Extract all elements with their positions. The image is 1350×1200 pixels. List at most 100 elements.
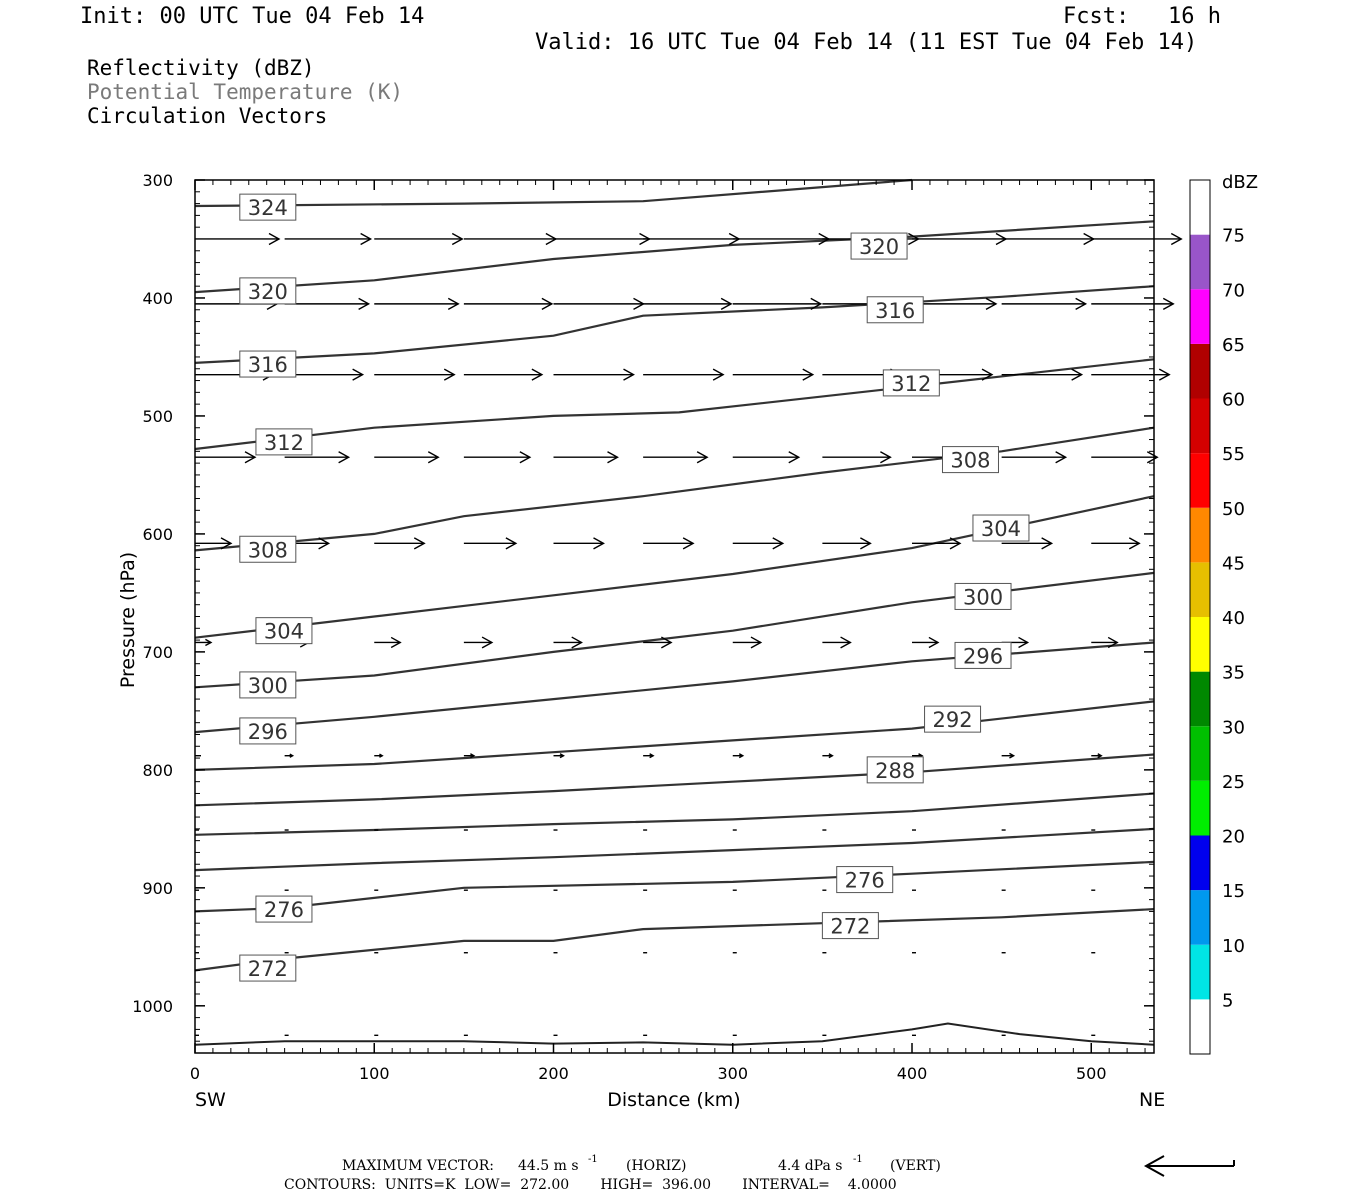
circulation-vector <box>822 451 892 464</box>
circulation-vector <box>912 537 962 550</box>
circulation-vector <box>553 232 651 246</box>
theta-contour-296 <box>194 641 1155 734</box>
vertical-tag: (VERT) <box>890 1158 941 1174</box>
circulation-vector <box>1091 537 1141 550</box>
x-tick-label: 100 <box>359 1064 390 1083</box>
circulation-vector <box>732 451 801 464</box>
theta-contour-320 <box>194 220 1155 294</box>
colorbar-tick-label: 60 <box>1222 390 1245 411</box>
colorbar-tick-label: 35 <box>1222 663 1245 684</box>
x-tick-label: 400 <box>897 1064 928 1083</box>
contour-label-box <box>255 617 313 645</box>
x-tick-label: 500 <box>1076 1064 1107 1083</box>
contour-label: 316 <box>875 299 915 323</box>
colorbar-tick-label: 65 <box>1222 335 1245 356</box>
contour-label-box <box>239 535 297 563</box>
colorbar-segment <box>1190 180 1210 235</box>
circulation-vector <box>195 451 257 464</box>
circulation-vector <box>463 368 544 381</box>
circulation-vector <box>374 297 460 310</box>
colorbar-segment <box>1190 343 1210 399</box>
contour-label: 320 <box>859 235 899 259</box>
contour-label: 272 <box>248 957 288 981</box>
circulation-vector <box>732 753 745 759</box>
max-vector-vertical: 4.4 dPa s <box>778 1158 843 1174</box>
colorbar-segment <box>1190 617 1210 672</box>
circulation-vector <box>463 537 518 550</box>
contour-label: 296 <box>963 644 1003 668</box>
theta-contour-308 <box>194 426 1155 552</box>
circulation-vector <box>643 297 733 310</box>
field-reflectivity: Reflectivity (dBZ) <box>87 56 315 80</box>
colorbar-segment <box>1190 289 1210 344</box>
colorbar-segment <box>1190 507 1210 563</box>
contour-label-box <box>924 705 982 733</box>
contour-label-box <box>239 350 297 378</box>
circulation-vector <box>553 368 635 381</box>
circulation-vector <box>643 232 741 246</box>
x-left-end-label: SW <box>195 1089 226 1111</box>
circulation-vector <box>643 636 673 649</box>
circulation-vector <box>732 537 785 550</box>
circulation-vector <box>284 368 365 381</box>
colorbar-tick-label: 20 <box>1222 827 1245 848</box>
circulation-vector <box>643 537 695 550</box>
colorbar: 5 10 15 20 25 30 35 40 45 50 55 60 65 70 75 <box>1189 179 1245 1055</box>
contour-label: 276 <box>845 869 885 893</box>
circulation-vector <box>1001 368 1084 381</box>
colorbar-tick-label: 10 <box>1222 936 1245 957</box>
contour-label: 320 <box>248 280 288 304</box>
contour-label: 316 <box>248 353 288 377</box>
contour-label: 276 <box>264 898 304 922</box>
contour-label: 300 <box>248 674 288 698</box>
circulation-vector <box>643 753 655 759</box>
circulation-vector <box>553 636 583 649</box>
circulation-vector <box>195 232 281 246</box>
contour-label: 292 <box>933 708 973 732</box>
surface-contour <box>194 1022 1155 1046</box>
colorbar-title: dBZ <box>1222 172 1258 193</box>
x-tick-label: 200 <box>538 1064 569 1083</box>
circulation-vector <box>195 537 233 550</box>
contour-label: 308 <box>248 538 288 562</box>
field-potential-temperature: Potential Temperature (K) <box>87 80 404 104</box>
y-tick-label: 300 <box>142 171 173 190</box>
theta-contour-312 <box>194 358 1155 451</box>
circulation-vector <box>284 297 371 310</box>
contour-label-box <box>850 232 908 260</box>
y-tick-label: 900 <box>142 879 173 898</box>
colorbar-segment <box>1190 890 1210 945</box>
unit-exponent: -1 <box>588 1154 598 1165</box>
theta-contour-292 <box>194 700 1155 771</box>
circulation-vector <box>463 451 532 464</box>
colorbar-segment <box>1190 780 1210 836</box>
circulation-vector <box>374 537 426 550</box>
circulation-vector <box>284 451 351 464</box>
contour-label-box <box>239 671 297 699</box>
contour-label: 296 <box>248 720 288 744</box>
colorbar-segment <box>1190 234 1210 290</box>
circulation-vector <box>1001 451 1068 464</box>
contour-labels-layer: 324 320 320 316 316 312 312 308 308 304 304 300 300 2… <box>239 193 1030 982</box>
contour-label: 272 <box>830 915 870 939</box>
contour-label-box <box>941 446 999 474</box>
circulation-vector <box>1091 636 1119 649</box>
contours-layer <box>194 178 1155 1046</box>
colorbar-tick-label: 25 <box>1222 772 1245 793</box>
y-tick-label: 700 <box>142 643 173 662</box>
circulation-vector <box>912 636 940 649</box>
circulation-vector <box>374 232 464 246</box>
contour-label-box <box>255 895 313 923</box>
contour-label-box <box>239 954 297 982</box>
colorbar-segment <box>1190 726 1210 781</box>
colorbar-tick-label: 50 <box>1222 499 1245 520</box>
circulation-vector <box>732 297 823 310</box>
axes-layer: 300 400 500 600 700 800 900 1000 0 100 200 300 400 50… <box>132 171 1155 1083</box>
y-tick-label: 500 <box>142 407 173 426</box>
circulation-vector <box>1091 232 1183 246</box>
theta-contour-316 <box>194 285 1155 364</box>
circulation-vector <box>284 753 295 758</box>
unit-exponent: -1 <box>853 1154 863 1165</box>
colorbar-segment <box>1190 562 1210 617</box>
contour-label-box <box>239 717 297 745</box>
